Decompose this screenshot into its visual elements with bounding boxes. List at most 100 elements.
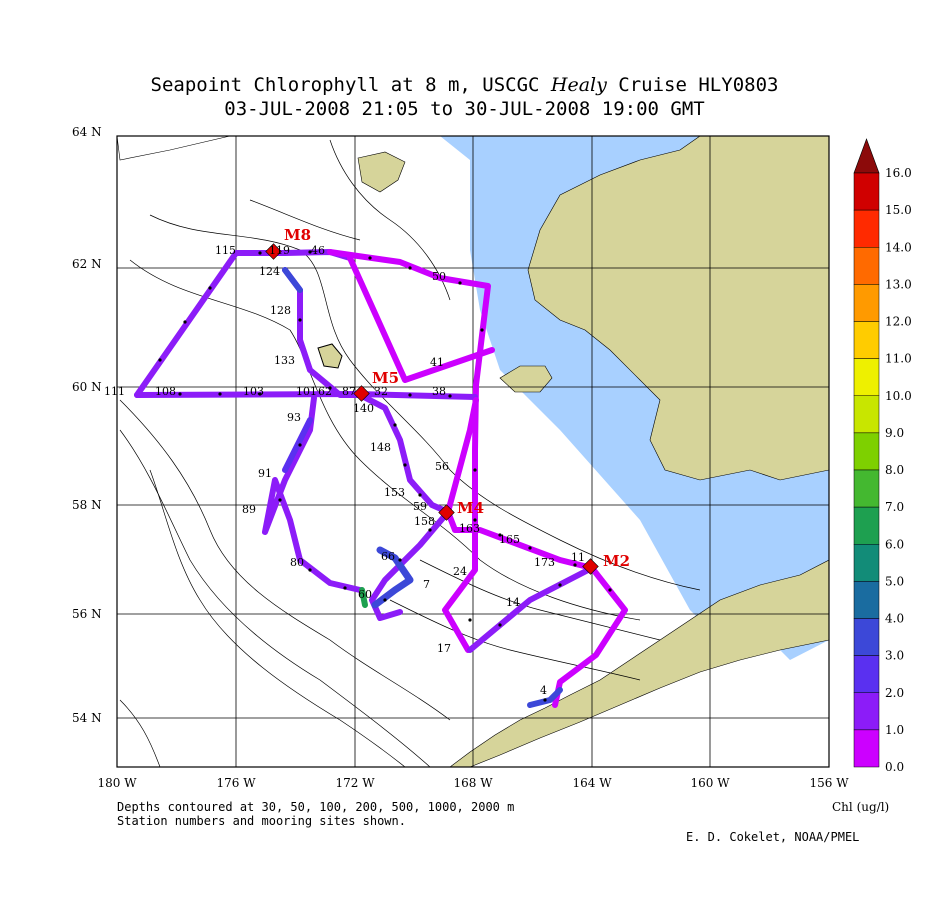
lat-label: 54 N — [72, 711, 102, 725]
station-label: 158 — [414, 515, 435, 528]
lat-label: 62 N — [72, 257, 102, 271]
st-lawrence-island — [357, 151, 406, 193]
mooring-m5-label: M5 — [372, 369, 399, 387]
lon-label: 164 W — [572, 776, 612, 790]
colorbar-tick-label: 14.0 — [885, 240, 912, 254]
colorbar-swatch — [853, 432, 880, 471]
lat-label: 64 N — [72, 125, 102, 139]
colorbar-swatch — [853, 321, 880, 359]
station-label: 46 — [311, 244, 325, 257]
station-label: 4 — [540, 684, 547, 697]
station-label: 128 — [270, 304, 291, 317]
station-label: 115 — [215, 244, 236, 257]
station-label: 140 — [353, 402, 374, 415]
station-label: 163 — [459, 522, 480, 535]
station-label: 103 — [243, 385, 264, 398]
mooring-m4-label: M4 — [457, 499, 484, 517]
colorbar-tick-label: 13.0 — [885, 277, 912, 291]
station-dots — [158, 250, 612, 702]
colorbar-label: Chl (ug/l) — [832, 800, 889, 814]
colorbar-tick-label: 3.0 — [885, 649, 904, 663]
station-label: 60 — [358, 588, 372, 601]
station-label: 32 — [374, 385, 388, 398]
colorbar-swatch — [853, 506, 880, 545]
station-label: 111 — [104, 385, 125, 398]
colorbar-tick-label: 11.0 — [885, 352, 912, 366]
mooring-m2-label: M2 — [603, 552, 630, 570]
colorbar-swatch — [853, 469, 880, 508]
station-label: 89 — [242, 503, 256, 516]
mooring-m8-label: M8 — [284, 226, 311, 244]
stations-note: Station numbers and mooring sites shown. — [117, 814, 406, 828]
colorbar-tick-label: 7.0 — [885, 500, 904, 514]
mooring-m8-marker — [265, 243, 282, 260]
lon-label: 156 W — [809, 776, 849, 790]
colorbar-swatch — [853, 692, 880, 731]
colorbar — [853, 138, 880, 768]
colorbar-swatch — [853, 209, 880, 248]
lon-axis-labels: 180 W 176 W 172 W 168 W 164 W 160 W 156 … — [97, 776, 849, 790]
station-label: 108 — [155, 385, 176, 398]
station-label: 80 — [290, 556, 304, 569]
station-label: 59 — [413, 500, 427, 513]
colorbar-ticks: 16.0 15.0 14.0 13.0 12.0 11.0 10.0 9.0 8.0 7.0 6.0… — [885, 166, 912, 774]
colorbar-swatch — [853, 358, 880, 396]
station-label: 91 — [258, 467, 272, 480]
chart-title-line2: 03-JUL-2008 21:05 to 30-JUL-2008 19:00 G… — [224, 98, 705, 120]
lon-label: 168 W — [453, 776, 493, 790]
colorbar-top-arrow — [853, 138, 880, 174]
station-label: 133 — [274, 354, 295, 367]
colorbar-swatch — [853, 581, 880, 619]
mooring-m4-marker — [438, 504, 455, 521]
colorbar-tick-label: 16.0 — [885, 166, 912, 180]
lat-label: 60 N — [72, 380, 102, 394]
colorbar-tick-label: 8.0 — [885, 463, 904, 477]
station-label: 101 — [296, 385, 317, 398]
colorbar-tick-label: 2.0 — [885, 686, 904, 700]
colorbar-swatch — [853, 247, 880, 285]
station-label: 124 — [259, 265, 280, 278]
colorbar-swatch — [853, 655, 880, 693]
station-label: 50 — [432, 270, 446, 283]
station-label: 173 — [534, 556, 555, 569]
nunivak-island — [499, 365, 553, 393]
station-label: 148 — [370, 441, 391, 454]
station-label: 62 — [318, 385, 332, 398]
station-label: 24 — [453, 565, 467, 578]
lon-label: 176 W — [216, 776, 256, 790]
credit: E. D. Cokelet, NOAA/PMEL — [686, 830, 860, 844]
station-label: 14 — [506, 596, 520, 609]
depth-contours — [119, 139, 701, 767]
colorbar-tick-label: 4.0 — [885, 612, 904, 626]
station-label: 93 — [287, 411, 301, 424]
moorings: M8 M5 M4 M2 — [265, 226, 630, 575]
lat-label: 56 N — [72, 607, 102, 621]
station-label: 7 — [423, 578, 430, 591]
colorbar-tick-label: 12.0 — [885, 315, 912, 329]
lon-label: 180 W — [97, 776, 137, 790]
colorbar-tick-label: 1.0 — [885, 723, 904, 737]
station-label: 41 — [430, 356, 444, 369]
chart-title-line1: Seapoint Chlorophyll at 8 m, USCGC Healy… — [150, 74, 779, 96]
colorbar-tick-label: 5.0 — [885, 574, 904, 588]
colorbar-tick-label: 15.0 — [885, 203, 912, 217]
colorbar-swatch — [853, 284, 880, 322]
depth-note: Depths contoured at 30, 50, 100, 200, 50… — [117, 800, 515, 814]
alaska-peninsula-land — [449, 559, 829, 767]
map-area — [117, 136, 829, 767]
lon-label: 160 W — [690, 776, 730, 790]
station-label: 66 — [381, 550, 395, 563]
colorbar-tick-label: 6.0 — [885, 537, 904, 551]
station-labels: 115 119 46 124 50 128 133 41 111 108 103… — [104, 244, 585, 697]
mooring-m2-marker — [582, 558, 599, 575]
station-label: 153 — [384, 486, 405, 499]
alaska-land — [527, 136, 829, 481]
lat-label: 58 N — [72, 498, 102, 512]
station-label: 56 — [435, 460, 449, 473]
station-label: 11 — [571, 551, 585, 564]
colorbar-tick-label: 10.0 — [885, 389, 912, 403]
station-label: 17 — [437, 642, 451, 655]
mooring-m5-marker — [353, 385, 370, 402]
colorbar-swatch — [853, 729, 880, 768]
